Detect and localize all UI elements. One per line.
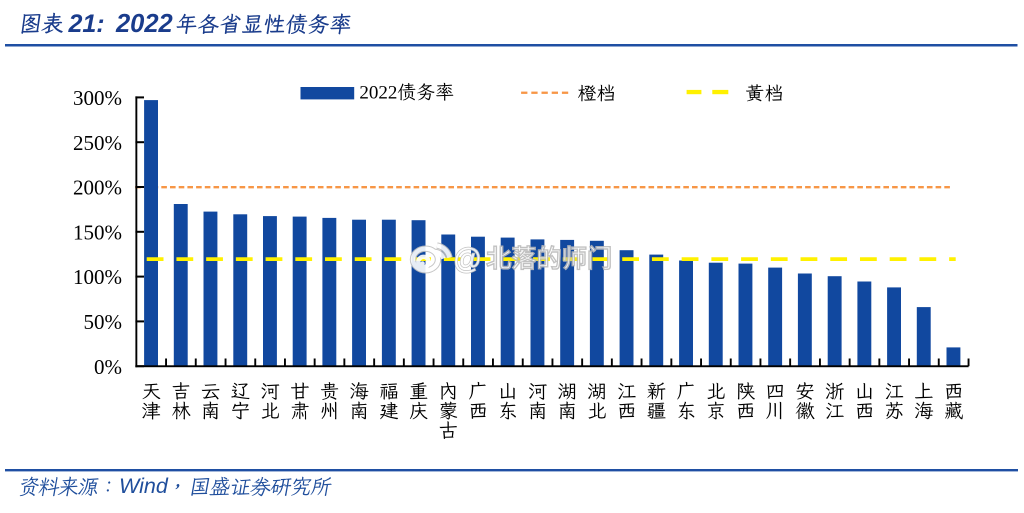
svg-text:Wind: Wind bbox=[119, 474, 169, 498]
svg-text:200%: 200% bbox=[73, 176, 122, 200]
svg-text:2022: 2022 bbox=[115, 10, 173, 38]
svg-text:300%: 300% bbox=[73, 86, 122, 110]
svg-text:0%: 0% bbox=[94, 355, 122, 379]
svg-text:50%: 50% bbox=[84, 310, 123, 334]
svg-text:21:: 21: bbox=[68, 10, 105, 38]
svg-text:100%: 100% bbox=[73, 265, 122, 289]
svg-text:@: @ bbox=[453, 244, 482, 276]
svg-text:150%: 150% bbox=[73, 220, 122, 244]
svg-text:2022: 2022 bbox=[359, 83, 397, 104]
svg-text:250%: 250% bbox=[73, 131, 122, 155]
